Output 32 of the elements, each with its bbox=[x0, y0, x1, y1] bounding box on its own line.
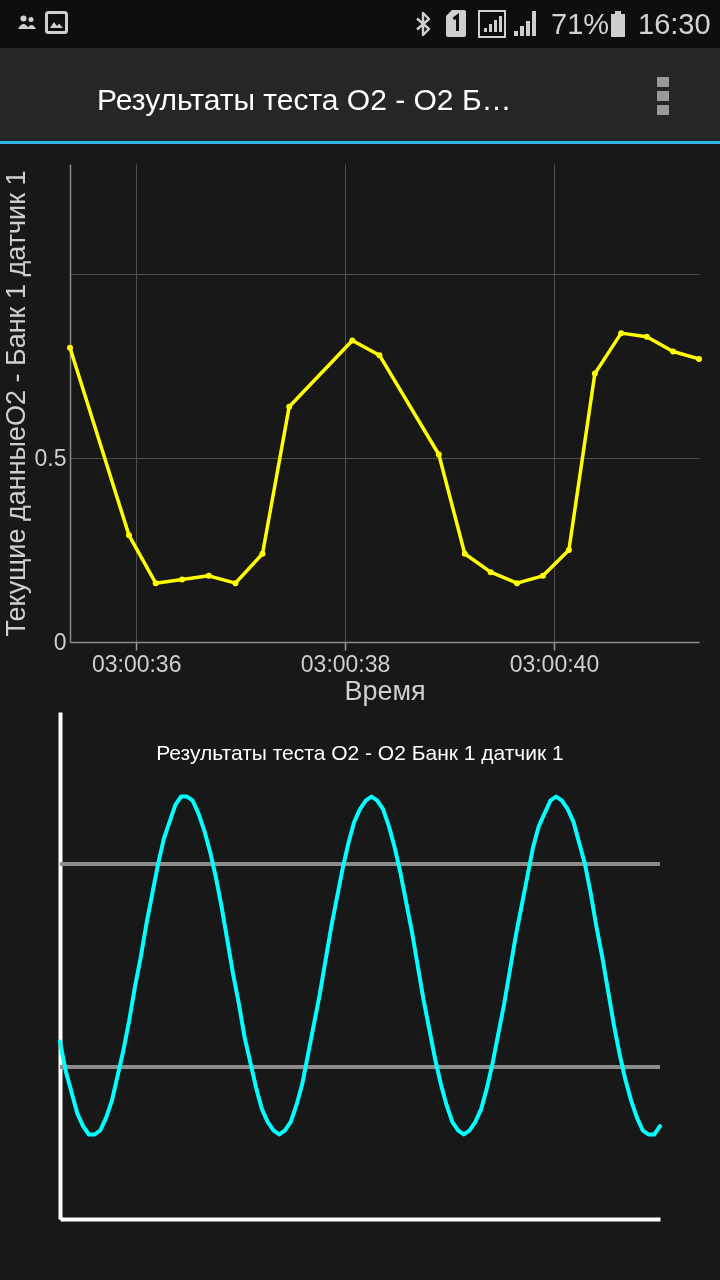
point bbox=[67, 344, 73, 351]
chart-title: Результаты теста O2 - O2 Б… bbox=[97, 83, 512, 116]
point bbox=[514, 580, 521, 587]
point bbox=[643, 333, 650, 340]
point bbox=[670, 348, 677, 355]
x-tick-label: 03:00:38 bbox=[300, 650, 391, 677]
point bbox=[232, 580, 239, 587]
point bbox=[376, 352, 383, 359]
point bbox=[618, 330, 625, 337]
point bbox=[286, 403, 293, 410]
point bbox=[591, 370, 598, 377]
point bbox=[179, 576, 186, 583]
point bbox=[487, 569, 494, 576]
y-axis-title: Текущие данныеO2 - Банк 1 датчик 1 bbox=[0, 170, 31, 637]
chart-title: Результаты теста O2 - O2 Банк 1 датчик 1 bbox=[156, 741, 564, 764]
x-axis-title: Время bbox=[344, 675, 426, 706]
point bbox=[205, 572, 212, 579]
point bbox=[565, 547, 572, 554]
y-tick-label: 0 bbox=[53, 628, 67, 655]
point bbox=[435, 451, 442, 458]
point bbox=[152, 580, 159, 587]
point bbox=[259, 550, 266, 557]
point bbox=[696, 355, 702, 362]
point bbox=[126, 532, 133, 539]
x-tick-label: 03:00:36 bbox=[91, 650, 182, 677]
text: 16:30 bbox=[638, 7, 711, 42]
point bbox=[349, 337, 356, 344]
text: 71% bbox=[551, 7, 610, 42]
y-tick-label: 0.5 bbox=[34, 444, 67, 471]
x-tick-label: 03:00:40 bbox=[509, 650, 600, 677]
point bbox=[539, 572, 546, 579]
point bbox=[461, 550, 468, 557]
